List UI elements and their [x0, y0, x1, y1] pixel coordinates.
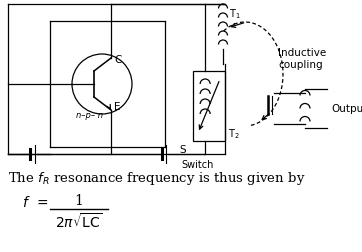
Text: S: S: [179, 144, 186, 154]
Text: n–p– n: n–p– n: [76, 111, 103, 119]
Text: Output: Output: [331, 104, 362, 114]
Text: E: E: [114, 102, 121, 112]
Text: C: C: [114, 55, 121, 65]
Text: Switch: Switch: [182, 159, 214, 169]
Text: T$_1$: T$_1$: [229, 7, 241, 21]
Text: $2\pi\sqrt{\mathrm{LC}}$: $2\pi\sqrt{\mathrm{LC}}$: [55, 211, 103, 230]
Text: 1: 1: [75, 193, 83, 207]
Text: The $f_R$ resonance frequency is thus given by: The $f_R$ resonance frequency is thus gi…: [8, 169, 306, 186]
Bar: [193, 72, 225, 141]
Text: Inductive: Inductive: [278, 48, 326, 58]
Text: $f$: $f$: [22, 194, 31, 209]
Text: $=$: $=$: [34, 194, 49, 208]
Text: T$_2$: T$_2$: [228, 127, 240, 140]
Text: coupling: coupling: [278, 60, 323, 70]
